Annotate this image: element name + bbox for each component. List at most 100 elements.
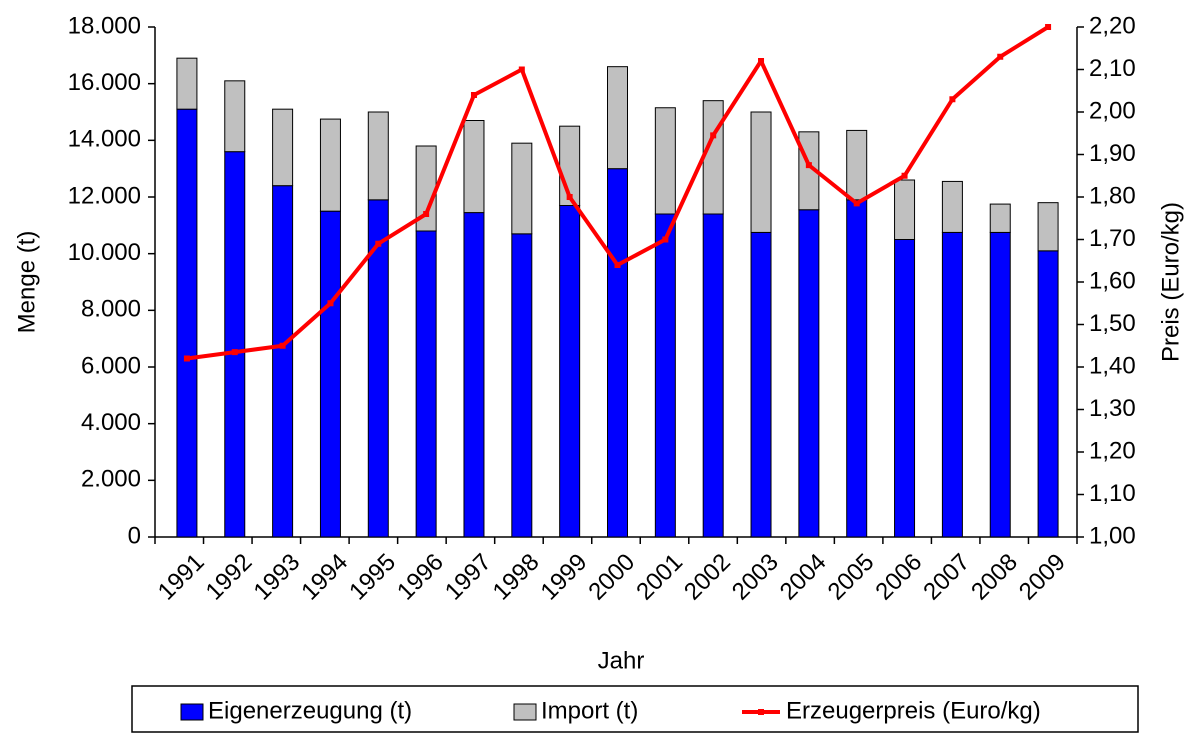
bar: [1037, 250, 1059, 538]
y2-tick-label: 2,10: [1089, 55, 1136, 82]
price-marker: [231, 349, 238, 356]
price-marker: [375, 240, 382, 247]
bar: [463, 120, 485, 214]
x-tick-label: 1993: [248, 549, 305, 606]
price-marker: [566, 194, 573, 200]
legend-swatch: [180, 703, 204, 721]
y2-axis-title: Preis (Euro/kg): [1157, 202, 1184, 362]
bar: [224, 151, 246, 538]
bar: [941, 231, 963, 538]
x-tick-label: 1999: [536, 549, 593, 606]
legend-box: [131, 685, 1139, 733]
bar: [463, 212, 485, 538]
bar: [941, 180, 963, 233]
x-tick-label: 2009: [1014, 549, 1071, 606]
price-marker: [183, 355, 190, 362]
legend-marker: [758, 709, 764, 715]
y-tick-label: 2.000: [81, 466, 141, 493]
bar: [1037, 202, 1059, 252]
bar: [750, 111, 772, 233]
x-tick-label: 2007: [918, 549, 975, 606]
x-tick-label: 1995: [344, 549, 401, 606]
y2-tick-label: 1,10: [1089, 480, 1136, 507]
y2-tick-label: 1,30: [1089, 395, 1136, 422]
y2-tick-label: 2,00: [1089, 97, 1136, 124]
y2-tick-label: 1,20: [1089, 437, 1136, 464]
y-tick-label: 16.000: [68, 69, 141, 96]
bar: [415, 230, 437, 538]
y2-tick-label: 1,70: [1089, 225, 1136, 252]
bar: [511, 142, 533, 235]
y-tick-label: 6.000: [81, 352, 141, 379]
bar: [989, 203, 1011, 233]
x-tick-label: 1991: [153, 549, 210, 606]
bar: [319, 210, 341, 538]
x-tick-label: 1992: [201, 549, 258, 606]
bar: [654, 213, 676, 538]
bar: [224, 80, 246, 153]
bar: [702, 100, 724, 215]
y2-tick-label: 1,50: [1089, 310, 1136, 337]
bar: [894, 239, 916, 538]
price-marker: [662, 236, 669, 243]
price-marker: [614, 262, 621, 268]
y-tick-label: 0: [128, 522, 141, 549]
x-tick-label: 2006: [870, 549, 927, 606]
bar: [846, 199, 868, 538]
bar: [176, 108, 198, 538]
bar: [654, 107, 676, 215]
y2-tick-label: 2,20: [1089, 12, 1136, 39]
legend-label: Import (t): [541, 697, 638, 724]
x-tick-label: 2003: [727, 549, 784, 606]
y-tick-label: 18.000: [68, 12, 141, 39]
x-tick-label: 2000: [583, 549, 640, 606]
x-tick-label: 1994: [296, 549, 353, 606]
y-tick-label: 8.000: [81, 296, 141, 323]
bar: [319, 118, 341, 212]
y-tick-label: 10.000: [68, 239, 141, 266]
price-marker: [327, 300, 334, 307]
x-tick-label: 1997: [440, 549, 497, 606]
price-marker: [710, 132, 717, 139]
bar: [367, 111, 389, 201]
bar: [272, 185, 294, 538]
price-marker: [470, 92, 477, 98]
legend-swatch: [513, 703, 537, 721]
price-marker: [805, 162, 812, 169]
bar: [176, 57, 198, 110]
bar: [894, 179, 916, 240]
y-axis-title: Menge (t): [13, 231, 40, 334]
bar: [559, 205, 581, 538]
bar: [750, 231, 772, 538]
price-marker: [518, 66, 525, 73]
price-marker: [997, 53, 1004, 60]
x-tick-label: 2004: [775, 549, 832, 606]
legend-label: Erzeugerpreis (Euro/kg): [786, 697, 1041, 724]
bar: [702, 213, 724, 538]
x-tick-label: 2008: [966, 549, 1023, 606]
x-tick-label: 1996: [392, 549, 449, 606]
bar: [798, 209, 820, 538]
y-tick-label: 4.000: [81, 409, 141, 436]
y-tick-label: 12.000: [68, 182, 141, 209]
y2-tick-label: 1,00: [1089, 522, 1136, 549]
x-tick-label: 2001: [631, 549, 688, 606]
legend-label: Eigenerzeugung (t): [208, 697, 412, 724]
price-marker: [901, 172, 908, 179]
bar: [607, 66, 628, 170]
price-marker: [853, 200, 860, 207]
bar: [511, 233, 533, 538]
y2-tick-label: 1,40: [1089, 352, 1136, 379]
x-tick-label: 2005: [823, 549, 880, 606]
bar: [272, 108, 294, 187]
x-tick-label: 2002: [679, 549, 736, 606]
price-marker: [758, 58, 765, 64]
x-tick-label: 1998: [488, 549, 545, 606]
y2-tick-label: 1,60: [1089, 267, 1136, 294]
price-marker: [949, 96, 956, 103]
y-tick-label: 14.000: [68, 126, 141, 153]
price-marker: [423, 211, 430, 217]
bar: [989, 231, 1011, 538]
price-marker: [279, 342, 286, 349]
